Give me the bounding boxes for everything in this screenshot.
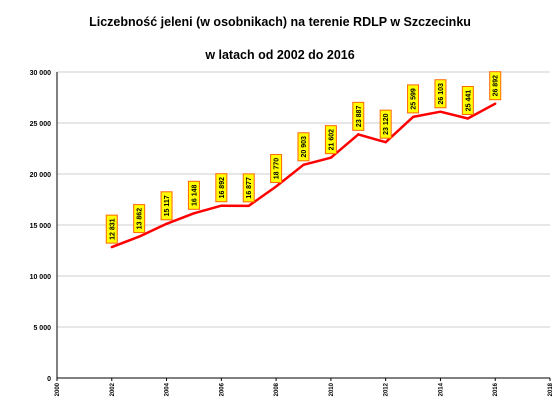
data-point <box>274 185 278 188</box>
data-label-box <box>270 154 283 184</box>
data-label: 16 148 <box>191 184 198 206</box>
x-tick-label: 2012 <box>384 382 390 396</box>
y-tick-label: 15 000 <box>30 223 52 230</box>
chart-title: Liczebność jeleni (w osobnikach) na tere… <box>89 15 471 29</box>
chart-subtitle: w latach od 2002 do 2016 <box>205 48 355 62</box>
data-label-box <box>352 101 365 131</box>
x-tick-label: 2002 <box>110 382 116 396</box>
data-point <box>220 204 223 207</box>
data-label: 26 892 <box>493 75 500 97</box>
data-label-box <box>324 125 337 155</box>
x-tick-label: 2008 <box>274 382 280 396</box>
y-tick-label: 10 000 <box>30 274 52 281</box>
x-tick-label: 2000 <box>55 382 61 396</box>
y-tick-label: 30 000 <box>30 70 52 77</box>
data-point <box>357 133 360 136</box>
data-label: 25 599 <box>411 88 418 110</box>
data-label: 13 862 <box>137 208 144 230</box>
x-tick-label: 2010 <box>329 382 335 396</box>
data-label: 21 602 <box>328 129 335 151</box>
x-tick-label: 2006 <box>219 382 225 396</box>
y-tick-label: 25 000 <box>30 121 52 128</box>
data-point <box>137 235 141 238</box>
data-label: 18 770 <box>274 158 281 180</box>
data-label: 20 903 <box>301 136 308 158</box>
data-point <box>247 204 250 208</box>
data-label-box <box>379 109 392 139</box>
data-label: 16 892 <box>219 177 226 199</box>
data-label-box <box>133 204 146 234</box>
data-label-box <box>215 173 228 203</box>
data-label-box <box>434 79 447 109</box>
data-label-box <box>489 71 502 101</box>
y-tick-label: 0 <box>47 376 51 383</box>
data-label: 26 103 <box>438 83 445 105</box>
data-point <box>466 117 470 120</box>
y-tick-label: 5 000 <box>33 325 51 332</box>
data-label: 25 441 <box>465 90 472 112</box>
data-label: 12 831 <box>109 218 116 240</box>
data-label-box <box>407 84 420 114</box>
x-tick-label: 2004 <box>165 382 171 396</box>
data-label-box <box>297 132 310 162</box>
data-label: 16 877 <box>246 177 253 199</box>
data-point <box>192 212 196 215</box>
data-point <box>302 163 305 166</box>
data-point <box>439 110 442 113</box>
x-tick-label: 2016 <box>493 382 499 396</box>
data-point <box>329 156 333 159</box>
data-point <box>165 222 168 226</box>
data-label-box <box>160 191 173 221</box>
data-point <box>494 102 497 105</box>
y-tick-label: 20 000 <box>30 172 52 179</box>
data-label: 15 117 <box>164 195 171 216</box>
data-label-box <box>187 180 200 210</box>
data-point <box>384 140 387 144</box>
series-line <box>111 102 496 249</box>
data-label: 23 887 <box>356 106 363 128</box>
x-tick-label: 2018 <box>548 382 554 396</box>
data-label-box <box>461 86 474 116</box>
x-tick-label: 2014 <box>438 382 444 396</box>
data-label: 23 120 <box>383 113 390 135</box>
data-point <box>110 245 113 249</box>
data-point <box>411 115 415 119</box>
data-label-box <box>105 214 118 244</box>
data-label-box <box>242 173 255 203</box>
